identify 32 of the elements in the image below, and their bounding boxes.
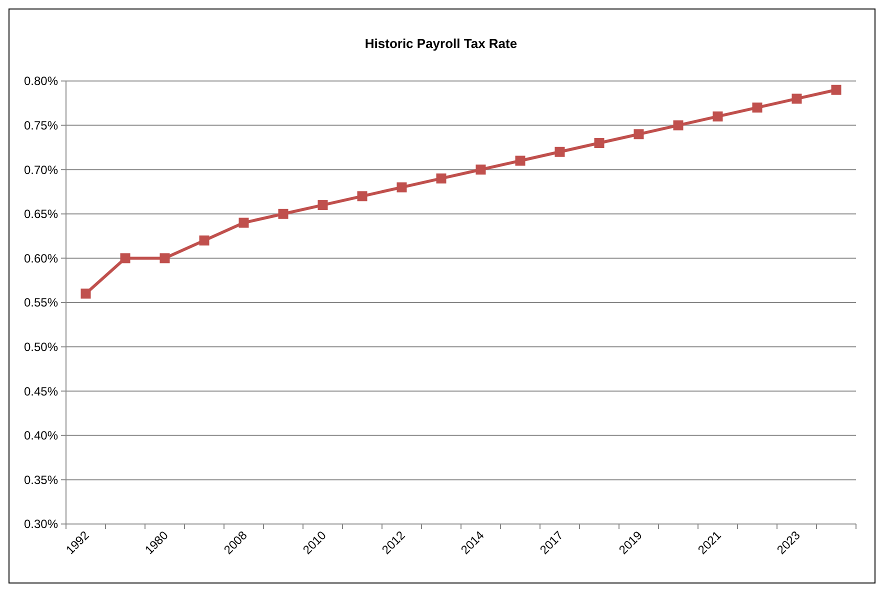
point [396, 182, 407, 192]
chart-title: Historic Payroll Tax Rate [364, 36, 518, 51]
point [712, 111, 723, 122]
point [199, 235, 210, 246]
point [318, 200, 328, 210]
y-tick-label: 0.35% [24, 472, 58, 487]
y-tick-label: 0.75% [24, 118, 58, 132]
point [792, 94, 802, 104]
point [80, 288, 91, 299]
point [752, 102, 762, 113]
y-tick-label: 0.60% [24, 251, 58, 266]
point [278, 208, 288, 219]
point [357, 191, 368, 202]
y-tick-label: 0.30% [24, 517, 58, 532]
point [476, 164, 486, 175]
y-tick-label: 0.50% [24, 340, 58, 354]
y-tick-label: 0.70% [24, 162, 58, 177]
point [831, 84, 842, 95]
point [120, 253, 130, 264]
point [515, 156, 526, 166]
y-tick-label: 0.80% [24, 74, 58, 88]
point [554, 146, 565, 157]
y-tick-label: 0.55% [24, 296, 58, 310]
point [238, 218, 249, 228]
point [594, 138, 604, 148]
point [160, 253, 170, 264]
y-tick-label: 0.65% [24, 207, 58, 222]
y-tick-label: 0.45% [24, 384, 58, 398]
point [436, 173, 446, 184]
point [673, 120, 684, 130]
point [634, 129, 644, 140]
y-tick-label: 0.40% [24, 428, 58, 443]
